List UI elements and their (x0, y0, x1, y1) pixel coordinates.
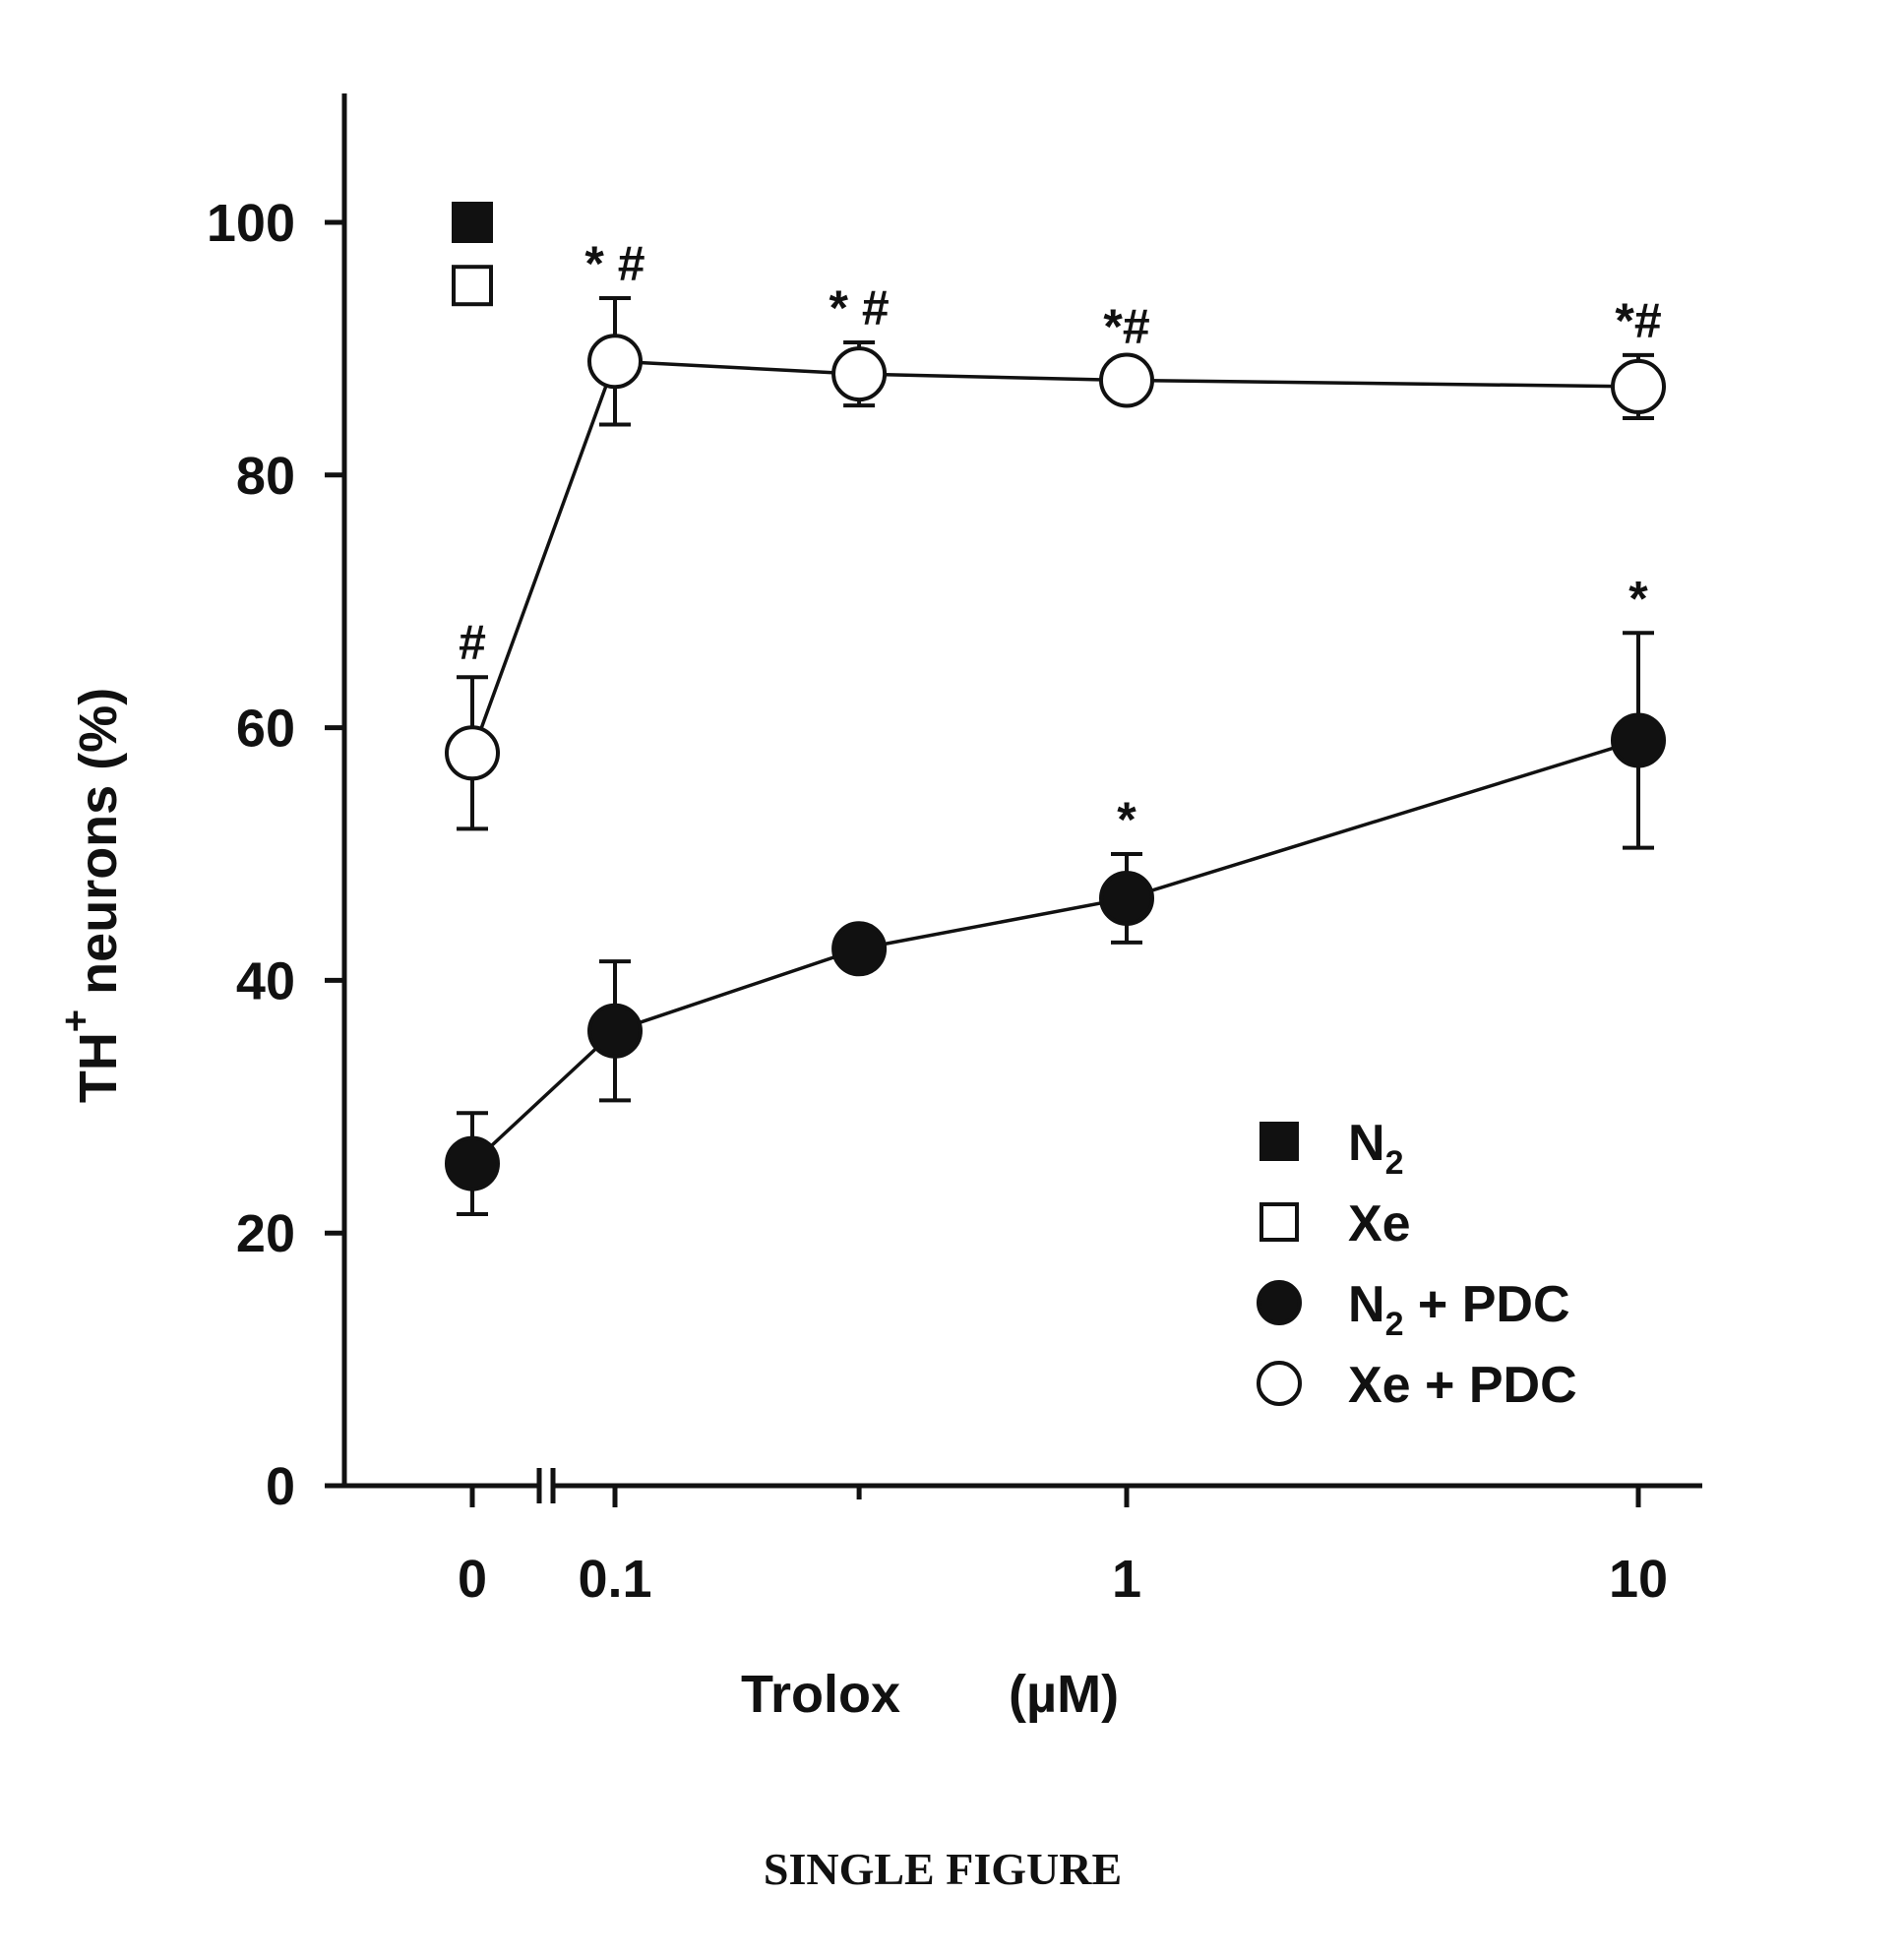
y-axis-title-superscript: + (54, 1009, 97, 1032)
x-axis-title-unit: (µM) (1009, 1665, 1119, 1724)
legend-label: Xe (1348, 1195, 1411, 1253)
legend-label: Xe + PDC (1348, 1357, 1577, 1414)
y-tick-label: 60 (236, 700, 295, 759)
legend-marker (1261, 1124, 1297, 1159)
legend-marker (1259, 1363, 1300, 1404)
series-line (472, 740, 1638, 1163)
legend-marker (1259, 1282, 1300, 1323)
legend-item: Xe (1261, 1195, 1411, 1253)
significance-label: * # (829, 280, 890, 336)
legend-label-subscript: 2 (1385, 1144, 1404, 1182)
legend-label-subscript: 2 (1385, 1306, 1404, 1343)
x-tick-label: 0.1 (578, 1550, 651, 1609)
series-line (472, 361, 1638, 753)
x-tick-label: 1 (1112, 1550, 1141, 1609)
y-tick-label: 40 (236, 951, 295, 1010)
data-point (833, 923, 885, 974)
legend-label-main: Xe (1348, 1357, 1411, 1414)
x-axis-title: Trolox (µM) (741, 1665, 1119, 1724)
y-tick-label: 20 (236, 1204, 295, 1263)
control-marker-n2 (454, 204, 491, 241)
y-axis-title-main: TH (69, 1032, 128, 1103)
legend-marker (1261, 1204, 1297, 1240)
significance-label: * (1117, 792, 1136, 847)
data-point (1613, 714, 1664, 765)
data-point (447, 727, 498, 778)
y-tick-label: 0 (266, 1457, 295, 1516)
legend-label-main: N (1348, 1276, 1385, 1333)
significance-label: *# (1103, 299, 1149, 354)
y-tick-label: 80 (236, 447, 295, 506)
control-marker-xe (454, 267, 491, 304)
legend-label: N2 (1348, 1115, 1403, 1182)
chart-legend: N2XeN2 + PDCXe + PDC (1259, 1115, 1577, 1414)
data-point (589, 1006, 641, 1057)
chart-figure: 02040608010000.1110 #* #* #*#*#** N2XeN2… (0, 0, 1904, 1956)
data-point (589, 336, 641, 387)
significance-label: # (459, 615, 486, 670)
legend-label-main: N (1348, 1115, 1385, 1172)
significance-label: *# (1615, 293, 1661, 348)
x-tick-label: 0 (458, 1550, 487, 1609)
data-point (1101, 355, 1152, 406)
data-point (447, 1138, 498, 1190)
legend-item: Xe + PDC (1259, 1357, 1577, 1414)
y-axis-title-rest: neurons (%) (69, 688, 128, 1009)
legend-item: N2 (1261, 1115, 1403, 1182)
legend-item: N2 + PDC (1259, 1276, 1570, 1343)
x-tick-label: 10 (1609, 1550, 1668, 1609)
significance-label: * (1628, 571, 1648, 626)
figure-caption: SINGLE FIGURE (764, 1844, 1122, 1894)
legend-label-main: Xe (1348, 1195, 1411, 1253)
y-tick-label: 100 (207, 194, 295, 253)
legend-label-rest: + PDC (1403, 1276, 1569, 1333)
significance-label: * # (584, 236, 645, 291)
legend-label-rest: + PDC (1411, 1357, 1577, 1414)
legend-label: N2 + PDC (1348, 1276, 1570, 1343)
data-point (833, 348, 885, 399)
data-point (1101, 873, 1152, 924)
x-axis-title-main: Trolox (741, 1665, 900, 1724)
chart-plot-area: # * # * # *# *# * * (447, 204, 1664, 1214)
y-axis-title: TH+ neurons (%) (54, 688, 128, 1103)
data-point (1613, 361, 1664, 412)
